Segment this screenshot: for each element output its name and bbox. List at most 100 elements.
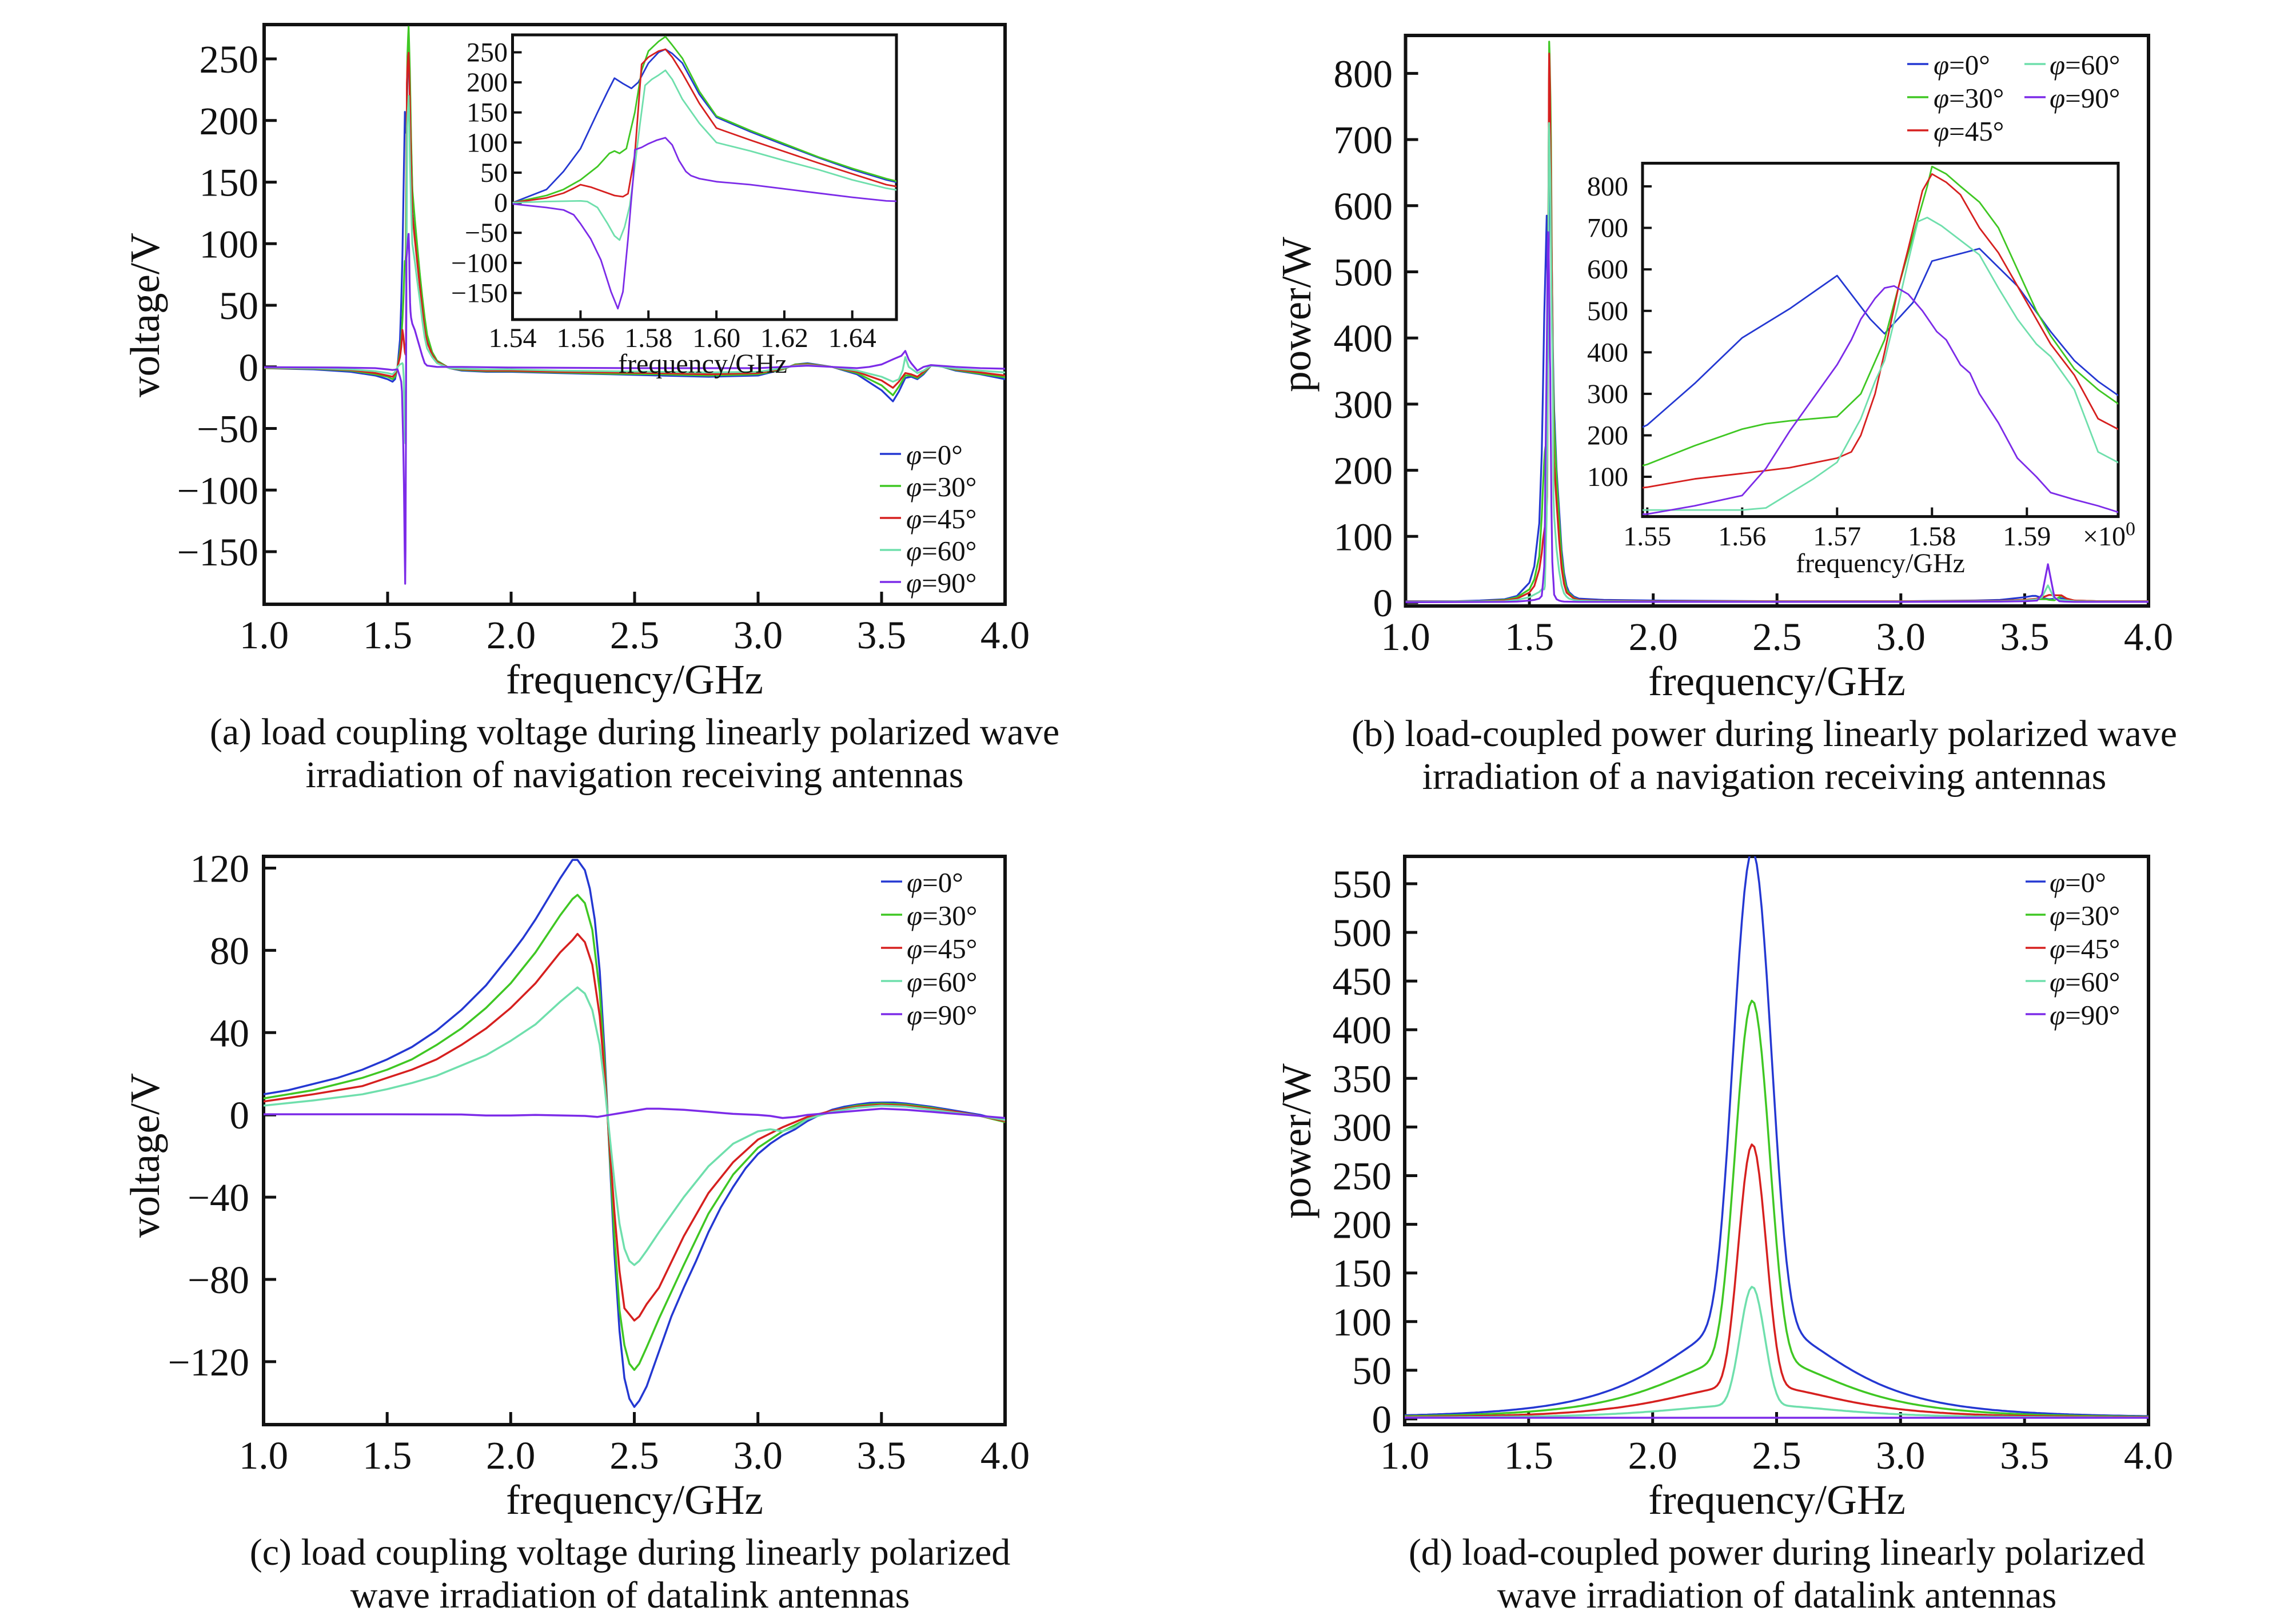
- svg-text:φ=90°: φ=90°: [907, 999, 977, 1031]
- svg-text:−50: −50: [465, 218, 508, 248]
- svg-text:1.0: 1.0: [1381, 615, 1430, 659]
- svg-text:600: 600: [1334, 185, 1393, 228]
- svg-text:power/W: power/W: [1273, 237, 1320, 392]
- svg-text:50: 50: [480, 158, 508, 188]
- svg-text:φ=0°: φ=0°: [2050, 867, 2106, 898]
- svg-text:700: 700: [1334, 118, 1393, 162]
- svg-text:1.0: 1.0: [239, 1434, 288, 1477]
- svg-text:φ=30°: φ=30°: [1934, 82, 2004, 114]
- svg-text:500: 500: [1334, 251, 1393, 294]
- svg-text:1.58: 1.58: [624, 323, 672, 353]
- svg-text:2.0: 2.0: [1628, 1434, 1677, 1477]
- svg-text:φ=0°: φ=0°: [906, 439, 963, 470]
- svg-text:250: 250: [200, 38, 259, 81]
- svg-text:3.0: 3.0: [1876, 615, 1926, 659]
- svg-text:350: 350: [1333, 1057, 1392, 1100]
- svg-text:φ=90°: φ=90°: [2050, 82, 2120, 114]
- svg-text:2.0: 2.0: [1629, 615, 1678, 659]
- svg-text:3.0: 3.0: [734, 1434, 783, 1477]
- svg-text:1.54: 1.54: [489, 323, 537, 353]
- svg-text:φ=0°: φ=0°: [1934, 49, 1990, 81]
- svg-text:200: 200: [200, 99, 259, 143]
- svg-text:700: 700: [1587, 213, 1628, 244]
- svg-text:frequency/GHz: frequency/GHz: [1796, 548, 1965, 579]
- svg-text:0: 0: [1372, 1398, 1392, 1441]
- svg-text:voltage/V: voltage/V: [122, 1073, 168, 1238]
- svg-text:200: 200: [467, 67, 508, 98]
- svg-text:1.0: 1.0: [240, 613, 289, 657]
- svg-text:wave irradiation of datalink a: wave irradiation of datalink antennas: [350, 1574, 910, 1616]
- svg-text:(d) load-coupled power during: (d) load-coupled power during linearly p…: [1409, 1532, 2145, 1573]
- svg-text:−150: −150: [177, 531, 258, 574]
- svg-text:3.5: 3.5: [857, 613, 906, 657]
- svg-text:3.0: 3.0: [1876, 1434, 1925, 1477]
- svg-text:50: 50: [219, 284, 258, 328]
- svg-text:200: 200: [1587, 421, 1628, 451]
- svg-text:4.0: 4.0: [2124, 1434, 2173, 1477]
- svg-text:2.5: 2.5: [609, 1434, 659, 1477]
- svg-text:wave irradiation of datalink a: wave irradiation of datalink antennas: [1497, 1574, 2057, 1616]
- svg-text:1.5: 1.5: [1505, 615, 1554, 659]
- svg-text:−40: −40: [188, 1176, 249, 1219]
- svg-text:80: 80: [210, 929, 249, 972]
- svg-text:300: 300: [1333, 1106, 1392, 1149]
- svg-text:−120: −120: [168, 1341, 249, 1384]
- svg-text:φ=45°: φ=45°: [907, 933, 977, 964]
- svg-text:φ=60°: φ=60°: [906, 535, 976, 567]
- svg-text:1.5: 1.5: [1504, 1434, 1553, 1477]
- svg-text:frequency/GHz: frequency/GHz: [506, 656, 763, 703]
- svg-text:300: 300: [1334, 383, 1393, 426]
- svg-text:−150: −150: [451, 278, 508, 309]
- svg-text:φ=90°: φ=90°: [906, 567, 976, 599]
- svg-text:550: 550: [1333, 863, 1392, 906]
- svg-text:φ=45°: φ=45°: [1934, 115, 2004, 147]
- svg-text:800: 800: [1334, 52, 1393, 95]
- svg-text:100: 100: [1333, 1301, 1392, 1344]
- svg-text:150: 150: [200, 161, 259, 205]
- svg-text:1.55: 1.55: [1623, 521, 1671, 552]
- svg-text:1.57: 1.57: [1813, 521, 1861, 552]
- svg-text:(a) load coupling voltage duri: (a) load coupling voltage during linearl…: [210, 711, 1059, 753]
- svg-text:−100: −100: [177, 469, 258, 512]
- svg-text:1.5: 1.5: [363, 613, 412, 657]
- svg-text:frequency/GHz: frequency/GHz: [618, 349, 787, 379]
- svg-text:1.56: 1.56: [1718, 521, 1766, 552]
- svg-text:1.60: 1.60: [692, 323, 740, 353]
- svg-text:100: 100: [467, 127, 508, 158]
- svg-text:1.62: 1.62: [760, 323, 808, 353]
- svg-text:φ=0°: φ=0°: [907, 867, 963, 898]
- svg-text:400: 400: [1333, 1008, 1392, 1052]
- svg-text:50: 50: [1352, 1349, 1392, 1393]
- svg-text:0: 0: [1373, 581, 1393, 625]
- svg-text:100: 100: [1587, 462, 1628, 492]
- svg-text:φ=45°: φ=45°: [906, 503, 976, 535]
- svg-text:500: 500: [1587, 296, 1628, 326]
- svg-text:frequency/GHz: frequency/GHz: [506, 1477, 763, 1523]
- svg-text:1.56: 1.56: [556, 323, 604, 353]
- svg-text:power/W: power/W: [1273, 1063, 1320, 1219]
- svg-text:φ=30°: φ=30°: [2050, 900, 2120, 931]
- svg-text:irradiation of a navigation re: irradiation of a navigation receiving an…: [1422, 756, 2107, 797]
- svg-text:400: 400: [1334, 317, 1393, 360]
- svg-text:1.5: 1.5: [362, 1434, 412, 1477]
- svg-text:450: 450: [1333, 960, 1392, 1003]
- svg-text:3.5: 3.5: [2000, 1434, 2049, 1477]
- svg-text:150: 150: [467, 98, 508, 128]
- svg-text:800: 800: [1587, 172, 1628, 202]
- svg-text:φ=90°: φ=90°: [2050, 999, 2120, 1031]
- svg-text:−80: −80: [188, 1258, 249, 1302]
- svg-text:irradiation of navigation rece: irradiation of navigation receiving ante…: [306, 754, 964, 796]
- svg-text:−50: −50: [197, 408, 258, 451]
- svg-text:(c) load coupling voltage duri: (c) load coupling voltage during linearl…: [250, 1532, 1011, 1573]
- svg-text:4.0: 4.0: [980, 1434, 1030, 1477]
- svg-text:2.0: 2.0: [487, 613, 536, 657]
- svg-text:0: 0: [494, 188, 508, 218]
- svg-text:φ=60°: φ=60°: [2050, 966, 2120, 998]
- svg-text:0: 0: [230, 1094, 250, 1137]
- svg-text:2.5: 2.5: [1752, 615, 1801, 659]
- svg-text:40: 40: [210, 1011, 249, 1055]
- svg-text:(b) load-coupled power during: (b) load-coupled power during linearly p…: [1352, 713, 2177, 755]
- svg-text:500: 500: [1333, 911, 1392, 955]
- svg-text:3.0: 3.0: [734, 613, 783, 657]
- svg-text:1.64: 1.64: [828, 323, 876, 353]
